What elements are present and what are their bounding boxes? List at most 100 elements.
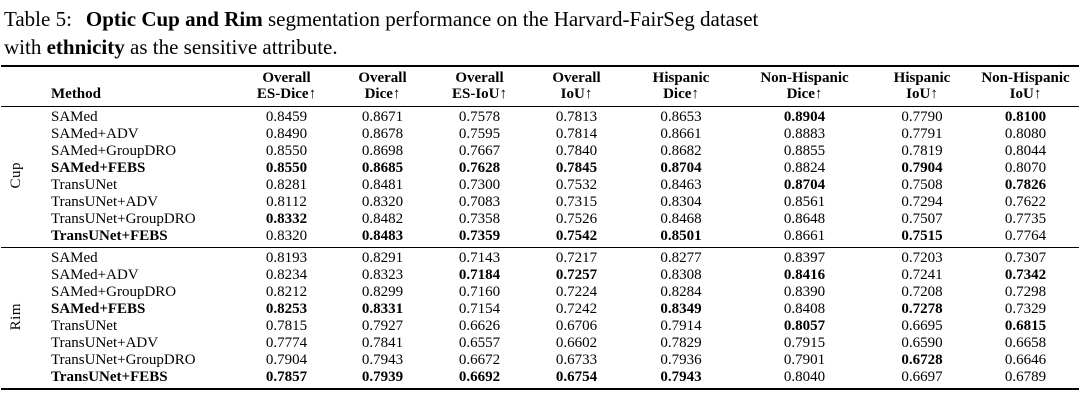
- header-overall-es-dice: Overall ES-Dice↑: [239, 66, 334, 107]
- value-cell: 0.8234: [265, 267, 308, 283]
- value-cell: 0.8678: [361, 126, 404, 142]
- value-cell: 0.8904: [783, 109, 826, 125]
- method-cell: TransUNet+FEBS: [51, 228, 168, 244]
- value-cell: 0.7257: [555, 267, 598, 283]
- caption-attribute-bold: ethnicity: [46, 35, 125, 59]
- method-cell: TransUNet: [51, 177, 118, 193]
- value-cell: 0.7829: [660, 335, 702, 351]
- value-cell: 0.7184: [458, 267, 501, 283]
- value-cell: 0.8490: [265, 126, 308, 142]
- table-number: Table 5:: [4, 7, 72, 31]
- caption-line-2: with ethnicity as the sensitive attribut…: [4, 33, 1076, 61]
- value-cell: 0.8284: [660, 284, 702, 300]
- value-cell: 0.8320: [265, 228, 308, 244]
- header-non-hispanic-dice: Non-Hispanic Dice↑: [737, 66, 872, 107]
- table-header: Method Overall ES-Dice↑ Overall Dice↑ Over…: [1, 66, 1079, 107]
- method-cell: SAMed: [51, 250, 98, 266]
- header-row: Method Overall ES-Dice↑ Overall Dice↑ Over…: [1, 66, 1079, 107]
- value-cell: 0.6697: [901, 369, 943, 385]
- value-cell: 0.8883: [783, 126, 826, 142]
- value-cell: 0.6658: [1004, 335, 1047, 351]
- value-cell: 0.8704: [783, 177, 826, 193]
- value-cell: 0.7735: [1004, 211, 1047, 227]
- group-cup: Cup SAMed 0.8459 0.8671 0.7578 0.7813 0.8653 0.…: [1, 107, 1079, 248]
- value-cell: 0.7359: [458, 228, 501, 244]
- value-cell: 0.8397: [783, 250, 826, 266]
- value-cell: 0.6602: [555, 335, 598, 351]
- table-row: SAMed+ADV 0.8234 0.8323 0.7184 0.7257 0.8308 0…: [1, 267, 1079, 284]
- value-cell: 0.7826: [1004, 177, 1047, 193]
- method-cell: TransUNet+ADV: [51, 335, 159, 351]
- value-cell: 0.8416: [783, 267, 826, 283]
- value-cell: 0.7901: [783, 352, 826, 368]
- header-non-hispanic-iou: Non-Hispanic IoU↑: [972, 66, 1079, 107]
- table-caption: Table 5: Optic Cup and Rim segmentation p…: [0, 0, 1080, 65]
- header-method: Method: [31, 66, 239, 107]
- value-cell: 0.8277: [660, 250, 702, 266]
- value-cell: 0.8308: [660, 267, 702, 283]
- table-row: TransUNet 0.8281 0.8481 0.7300 0.7532 0.8463 0…: [1, 177, 1079, 194]
- value-cell: 0.7242: [555, 301, 598, 317]
- value-cell: 0.8332: [265, 211, 308, 227]
- value-cell: 0.6557: [458, 335, 501, 351]
- table-row: TransUNet+ADV 0.8112 0.8320 0.7083 0.7315 0.8…: [1, 194, 1079, 211]
- method-cell: SAMed: [51, 109, 98, 125]
- caption-line1-text: segmentation performance on the Harvard-…: [262, 7, 759, 31]
- value-cell: 0.7294: [901, 194, 943, 210]
- value-cell: 0.7622: [1004, 194, 1047, 210]
- header-hispanic-iou: Hispanic IoU↑: [872, 66, 972, 107]
- value-cell: 0.6590: [901, 335, 943, 351]
- value-cell: 0.8483: [361, 228, 404, 244]
- table-row: TransUNet+FEBS 0.8320 0.8483 0.7359 0.7542 0.…: [1, 228, 1079, 248]
- value-cell: 0.7943: [361, 352, 404, 368]
- value-cell: 0.7943: [660, 369, 702, 385]
- method-cell: TransUNet+GroupDRO: [51, 211, 196, 227]
- value-cell: 0.8291: [361, 250, 404, 266]
- value-cell: 0.8463: [660, 177, 702, 193]
- group-rim: Rim SAMed 0.8193 0.8291 0.7143 0.7217 0.8277 0.…: [1, 248, 1079, 390]
- header-overall-dice: Overall Dice↑: [334, 66, 431, 107]
- value-cell: 0.8408: [783, 301, 826, 317]
- value-cell: 0.8561: [783, 194, 826, 210]
- value-cell: 0.7532: [555, 177, 598, 193]
- method-cell: SAMed+FEBS: [51, 301, 146, 317]
- value-cell: 0.7329: [1004, 301, 1047, 317]
- table-row: SAMed+FEBS 0.8550 0.8685 0.7628 0.7845 0.8704…: [1, 160, 1079, 177]
- table-row: SAMed+GroupDRO 0.8212 0.8299 0.7160 0.7224 0.…: [1, 284, 1079, 301]
- value-cell: 0.7819: [901, 143, 943, 159]
- value-cell: 0.6706: [555, 318, 598, 334]
- value-cell: 0.7542: [555, 228, 598, 244]
- value-cell: 0.7813: [555, 109, 598, 125]
- method-cell: TransUNet+GroupDRO: [51, 352, 196, 368]
- value-cell: 0.6626: [458, 318, 501, 334]
- table-row: Cup SAMed 0.8459 0.8671 0.7578 0.7813 0.8653 0.…: [1, 107, 1079, 189]
- value-cell: 0.6695: [901, 318, 943, 334]
- value-cell: 0.7217: [555, 250, 598, 266]
- value-cell: 0.7840: [555, 143, 598, 159]
- value-cell: 0.8661: [783, 228, 826, 244]
- value-cell: 0.8212: [265, 284, 308, 300]
- value-cell: 0.6672: [458, 352, 501, 368]
- value-cell: 0.7595: [458, 126, 501, 142]
- table-row: TransUNet 0.7815 0.7927 0.6626 0.6706 0.7914 0…: [1, 318, 1079, 335]
- method-cell: TransUNet+FEBS: [51, 369, 168, 385]
- value-cell: 0.7154: [458, 301, 501, 317]
- value-cell: 0.8550: [265, 160, 308, 176]
- value-cell: 0.8281: [265, 177, 308, 193]
- header-hispanic-dice: Hispanic Dice↑: [625, 66, 737, 107]
- value-cell: 0.8661: [660, 126, 702, 142]
- value-cell: 0.7939: [361, 369, 404, 385]
- value-cell: 0.7508: [901, 177, 943, 193]
- caption-subject-bold: Optic Cup and Rim: [85, 7, 263, 31]
- value-cell: 0.6733: [555, 352, 598, 368]
- method-cell: TransUNet+ADV: [51, 194, 159, 210]
- results-table: Method Overall ES-Dice↑ Overall Dice↑ Over…: [1, 65, 1079, 390]
- value-cell: 0.6692: [458, 369, 501, 385]
- value-cell: 0.8100: [1004, 109, 1047, 125]
- value-cell: 0.8698: [361, 143, 404, 159]
- header-group-spacer: [1, 66, 31, 107]
- value-cell: 0.7927: [361, 318, 404, 334]
- value-cell: 0.8459: [265, 109, 308, 125]
- value-cell: 0.6815: [1004, 318, 1047, 334]
